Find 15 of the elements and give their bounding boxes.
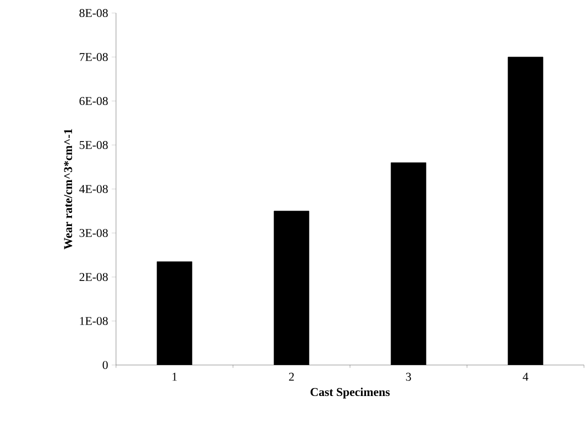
x-axis-title: Cast Specimens — [310, 388, 390, 398]
x-tick-label: 1 — [172, 372, 177, 381]
x-tick-label: 3 — [406, 372, 412, 381]
x-tick-label: 2 — [289, 372, 294, 381]
x-tick-label: 4 — [522, 372, 528, 381]
y-tick-label: 2E-08 — [80, 272, 108, 282]
y-tick-label: 4E-08 — [79, 184, 108, 194]
y-tick-label: 8E-08 — [79, 8, 108, 18]
y-tick-label: 3E-08 — [80, 228, 108, 238]
y-tick-label: 1E-08 — [80, 316, 108, 326]
y-axis-title: Wear rate/cm^3*cm^-1 — [64, 129, 72, 250]
y-tick-label: 7E-08 — [80, 52, 108, 62]
y-tick-label: 5E-08 — [80, 140, 108, 150]
y-tick-label: 6E-08 — [80, 96, 108, 106]
y-tick-label: 0 — [102, 360, 108, 370]
